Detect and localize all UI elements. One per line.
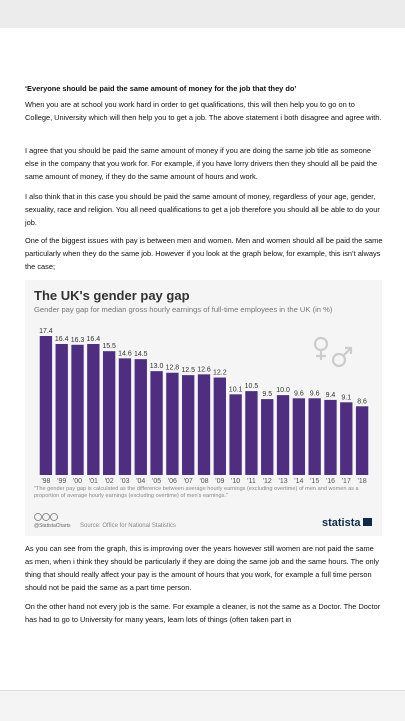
bar (355, 406, 369, 475)
bar (261, 399, 274, 475)
note-box: "The gender pay gap is calculated as the… (34, 486, 359, 499)
value-label: 9.1 (341, 394, 351, 401)
value-label: 16.3 (71, 337, 85, 344)
chart-note: "The gender pay gap is calculated as the… (34, 486, 359, 499)
value-label: 16.4 (87, 336, 101, 343)
paragraph: One of the biggest issues with pay is be… (25, 236, 383, 271)
value-label: 9.6 (310, 390, 320, 397)
bar (71, 344, 84, 475)
bar (340, 402, 353, 475)
bar (87, 343, 100, 475)
x-tick-label: '08 (199, 478, 208, 485)
x-tick-label: '02 (105, 478, 114, 485)
bar (55, 343, 68, 475)
chart-subtitle: Gender pay gap for median gross hourly e… (34, 305, 333, 314)
x-tick-label: '00 (73, 478, 82, 485)
x-tick-label: '17 (342, 478, 351, 485)
bar (213, 377, 226, 475)
value-label: 8.6 (357, 398, 367, 405)
top-bar (0, 0, 405, 28)
bar (166, 372, 179, 475)
value-label: 9.5 (262, 391, 272, 398)
chart-source: Source: Office for National Statistics (80, 523, 176, 529)
x-tick-label: '18 (358, 478, 367, 485)
x-tick-label: '12 (263, 478, 272, 485)
paragraph: On the other hand not every job is the s… (25, 602, 381, 624)
cc-icons (34, 513, 58, 521)
paragraph: I also think that in this case you shoul… (25, 192, 380, 227)
value-label: 12.5 (181, 367, 195, 374)
bar (118, 358, 132, 475)
bar (245, 391, 258, 475)
bar (39, 336, 53, 475)
bar (197, 374, 211, 475)
value-label: 15.5 (102, 343, 116, 350)
x-tick-label: '05 (152, 478, 161, 485)
x-tick-label: '98 (41, 478, 50, 485)
value-label: 16.4 (55, 336, 69, 343)
bar (308, 398, 321, 475)
paragraph: As you can see from the graph, this is i… (25, 544, 379, 592)
bar (102, 351, 116, 475)
x-tick-label: '04 (136, 478, 145, 485)
x-tick-label: '11 (247, 478, 256, 485)
paragraph: I agree that you should be paid the same… (25, 146, 378, 181)
value-label: 14.5 (134, 351, 148, 358)
value-label: 9.4 (326, 392, 336, 399)
value-label: 12.6 (197, 366, 211, 373)
x-tick-label: '10 (231, 478, 240, 485)
bar (134, 359, 147, 475)
value-label: 17.4 (39, 328, 53, 335)
bar (292, 398, 306, 475)
gender-icon (313, 336, 353, 368)
x-tick-label: '03 (120, 478, 129, 485)
value-label: 10.0 (276, 387, 290, 394)
bar (150, 371, 163, 475)
x-tick-label: '14 (294, 478, 303, 485)
x-tick-label: '13 (278, 478, 287, 485)
x-tick-label: '15 (310, 478, 319, 485)
value-label: 12.2 (213, 370, 227, 377)
x-tick-label: '99 (57, 478, 66, 485)
bar (276, 395, 290, 475)
value-label: 12.8 (166, 365, 180, 372)
x-tick-label: '09 (215, 478, 224, 485)
value-label: 13.0 (150, 363, 164, 370)
bar (324, 399, 337, 475)
value-label: 10.5 (245, 383, 259, 390)
chart-handle: @StatistaCharts (34, 523, 71, 529)
brand-logo: statista (322, 517, 361, 529)
bottom-bar (0, 690, 405, 721)
chart-title: The UK's gender pay gap (34, 288, 190, 303)
x-tick-label: '16 (326, 478, 335, 485)
x-tick-label: '07 (184, 478, 193, 485)
value-label: 9.6 (294, 390, 304, 397)
brand-mark (363, 518, 372, 526)
heading: ‘Everyone should be paid the same amount… (25, 84, 297, 93)
x-tick-label: '01 (89, 478, 98, 485)
bar (182, 375, 195, 475)
x-tick-label: '06 (168, 478, 177, 485)
bar (229, 394, 242, 475)
paragraph: When you are at school you work hard in … (25, 100, 382, 122)
chart: The UK's gender pay gap Gender pay gap f… (25, 280, 382, 536)
value-label: 14.6 (118, 350, 132, 357)
value-label: 10.1 (229, 386, 243, 393)
